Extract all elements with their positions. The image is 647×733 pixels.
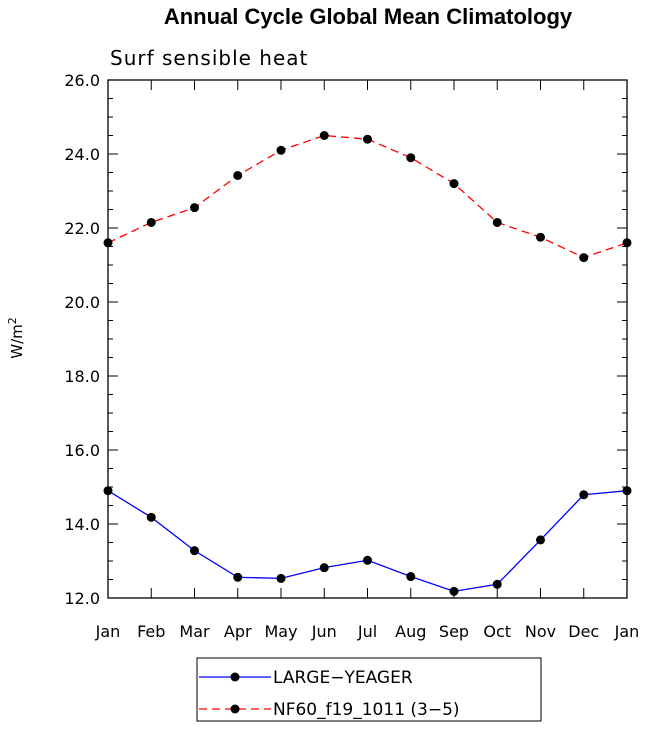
series-1-point [319, 131, 329, 140]
series-0-point [406, 572, 416, 582]
series-0-point [363, 555, 372, 565]
series-lines [107, 134, 628, 593]
series-1-point [233, 170, 243, 180]
series-1-point [406, 153, 416, 163]
y-tick-label: 26.0 [64, 71, 100, 90]
y-tick-label: 20.0 [64, 293, 100, 312]
series-1-point [492, 217, 502, 227]
series-1-point [276, 145, 286, 155]
plot-frame [107, 79, 628, 599]
x-tick-label: Jan [614, 622, 640, 641]
legend-marker-1 [230, 704, 240, 714]
chart-title: Annual Cycle Global Mean Climatology [164, 4, 573, 29]
series-0-point [319, 563, 329, 573]
x-tick-label: Jun [311, 622, 337, 641]
minor-ticks [108, 98, 627, 580]
series-0-point [233, 572, 243, 582]
legend-marker-0 [230, 672, 240, 682]
y-tick-label: 16.0 [64, 441, 100, 460]
major-ticks [107, 79, 628, 599]
y-tick-label: 24.0 [64, 145, 100, 164]
legend-label-1: NF60_f19_1011 (3−5) [273, 700, 460, 720]
legend-box [196, 657, 542, 722]
y-tick-labels: 12.0 14.0 16.0 18.0 20.0 22.0 24.0 26.0 [64, 71, 100, 608]
y-axis-label-superscript: 2 [6, 317, 19, 324]
y-tick-label: 12.0 [64, 589, 100, 608]
x-tick-label: May [264, 622, 297, 641]
y-tick-label: 18.0 [64, 367, 100, 386]
series-0-point [276, 573, 286, 583]
series-0-point [190, 546, 199, 556]
series-0-point [536, 535, 545, 545]
y-tick-label: 14.0 [64, 515, 100, 534]
legend-entries: LARGE−YEAGER NF60_f19_1011 (3−5) [199, 668, 460, 720]
x-tick-label: Nov [525, 622, 556, 641]
x-tick-label: Jul [357, 622, 377, 641]
x-tick-label: Aug [395, 622, 426, 641]
series-1-point [363, 134, 372, 144]
x-tick-label: Mar [179, 622, 210, 641]
y-axis-label-text: W/m [8, 324, 26, 359]
series-1-point [579, 253, 589, 263]
legend: LARGE−YEAGER NF60_f19_1011 (3−5) [196, 657, 542, 722]
series-points [103, 131, 632, 596]
x-tick-label: Feb [137, 622, 165, 641]
series-line-0 [107, 490, 628, 593]
x-tick-labels: Jan Feb Mar Apr May Jun Jul Aug Sep Oct Nov Dec Jan [95, 622, 640, 641]
series-1-point [190, 203, 199, 213]
y-tick-label: 22.0 [64, 219, 100, 238]
series-0-point [579, 490, 589, 500]
series-0-point [146, 512, 156, 522]
chart-subtitle: Surf sensible heat [110, 46, 308, 70]
x-tick-label: Apr [224, 622, 252, 641]
series-1-point [146, 217, 156, 227]
series-1-point [449, 179, 459, 189]
series-0-point [492, 579, 502, 589]
x-tick-label: Oct [483, 622, 511, 641]
series-0-point [449, 586, 459, 596]
series-1-point [536, 232, 545, 242]
y-axis-label: W/m2 [6, 317, 26, 359]
legend-label-0: LARGE−YEAGER [273, 668, 413, 688]
series-line-1 [107, 134, 628, 259]
x-tick-label: Jan [95, 622, 121, 641]
x-tick-label: Dec [568, 622, 599, 641]
x-tick-label: Sep [439, 622, 469, 641]
